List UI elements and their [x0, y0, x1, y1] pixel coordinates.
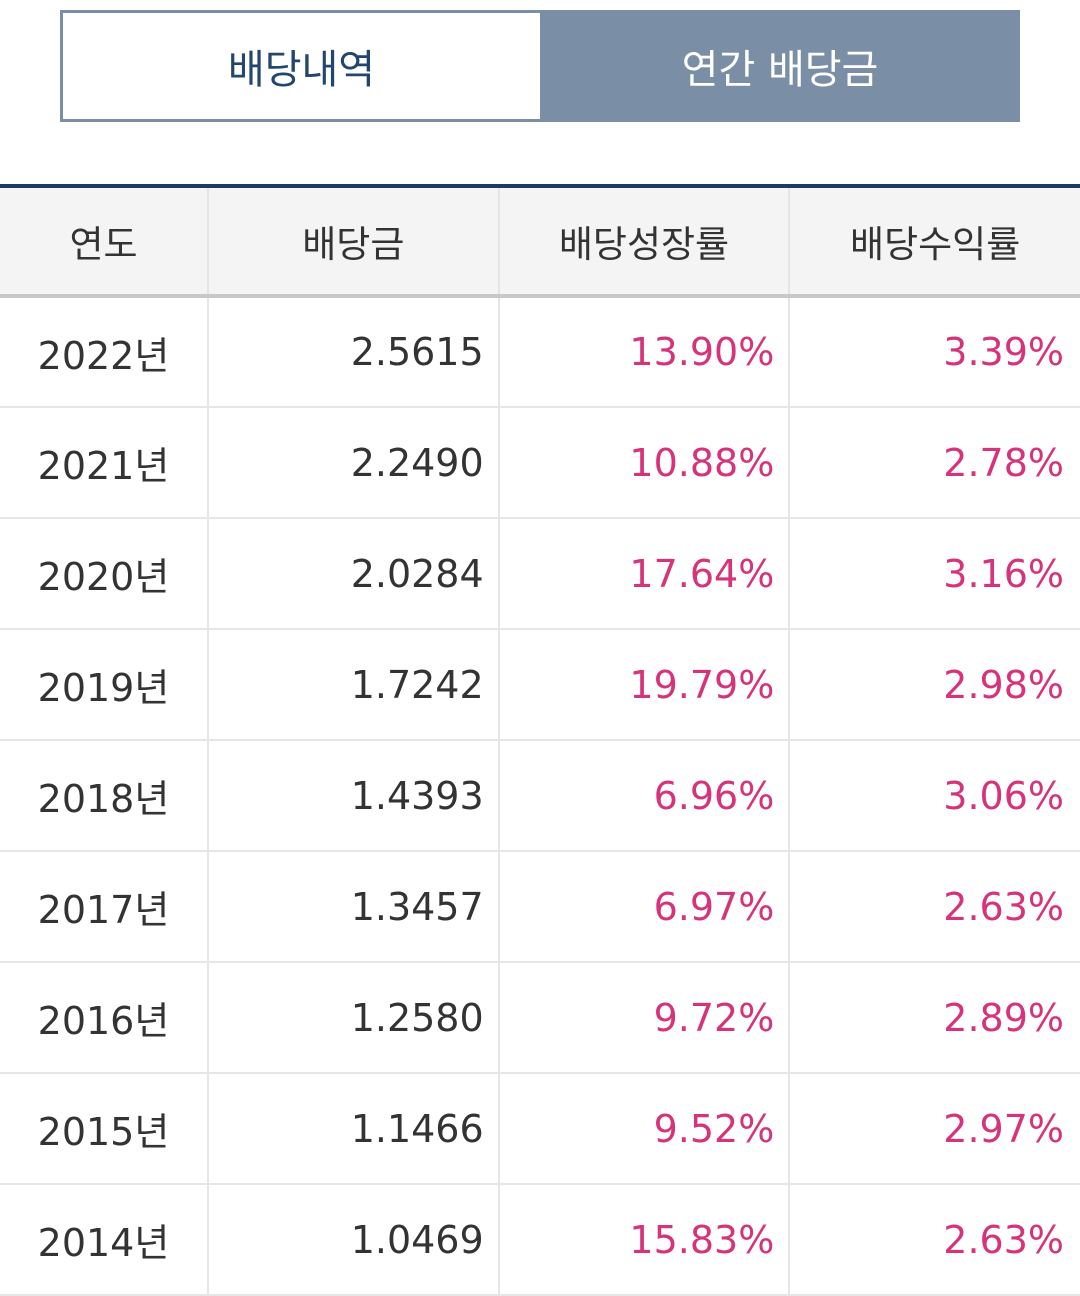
cell-year: 2017년 — [0, 851, 209, 963]
table-row: 2022년 2.5615 13.90% 3.39% — [0, 296, 1080, 408]
cell-year: 2015년 — [0, 1073, 209, 1185]
cell-dividend-growth: 19.79% — [498, 629, 791, 741]
cell-year: 2016년 — [0, 962, 209, 1074]
cell-dividend-growth: 6.97% — [498, 851, 791, 963]
cell-dividend-growth: 13.90% — [498, 296, 791, 408]
tab-annual-dividend-label: 연간 배당금 — [681, 47, 879, 93]
table-row: 2017년 1.3457 6.97% 2.63% — [0, 851, 1080, 963]
annual-dividend-table: 연도 배당금 배당성장률 배당수익률 2022년 2.5615 13.90% 3… — [0, 184, 1080, 1296]
table-row: 2016년 1.2580 9.72% 2.89% — [0, 962, 1080, 1074]
table-row: 2019년 1.7242 19.79% 2.98% — [0, 629, 1080, 741]
table-row: 2014년 1.0469 15.83% 2.63% — [0, 1184, 1080, 1296]
cell-dividend-yield: 2.89% — [789, 962, 1080, 1074]
cell-dividend-amount: 2.2490 — [208, 407, 500, 519]
cell-dividend-yield: 2.63% — [789, 1184, 1080, 1296]
cell-dividend-amount: 2.0284 — [208, 518, 500, 630]
cell-year: 2022년 — [0, 296, 209, 408]
cell-dividend-growth: 9.52% — [498, 1073, 791, 1185]
cell-dividend-yield: 2.98% — [789, 629, 1080, 741]
header-dividend-amount: 배당금 — [208, 186, 500, 296]
cell-year: 2020년 — [0, 518, 209, 630]
cell-dividend-growth: 6.96% — [498, 740, 791, 852]
tab-bar: 배당내역 연간 배당금 — [60, 10, 1020, 122]
table-body: 2022년 2.5615 13.90% 3.39% 2021년 2.2490 1… — [0, 296, 1080, 1296]
cell-dividend-yield: 3.16% — [789, 518, 1080, 630]
cell-dividend-yield: 2.78% — [789, 407, 1080, 519]
tab-annual-dividend[interactable]: 연간 배당금 — [540, 10, 1020, 122]
cell-year: 2014년 — [0, 1184, 209, 1296]
table-header-row: 연도 배당금 배당성장률 배당수익률 — [0, 186, 1080, 296]
cell-dividend-yield: 2.63% — [789, 851, 1080, 963]
cell-dividend-amount: 1.1466 — [208, 1073, 500, 1185]
cell-dividend-amount: 1.2580 — [208, 962, 500, 1074]
cell-dividend-growth: 17.64% — [498, 518, 791, 630]
table-row: 2015년 1.1466 9.52% 2.97% — [0, 1073, 1080, 1185]
cell-dividend-growth: 9.72% — [498, 962, 791, 1074]
tab-dividend-history[interactable]: 배당내역 — [60, 10, 540, 122]
cell-dividend-yield: 3.06% — [789, 740, 1080, 852]
cell-dividend-amount: 1.0469 — [208, 1184, 500, 1296]
header-dividend-growth: 배당성장률 — [498, 186, 791, 296]
cell-dividend-amount: 1.7242 — [208, 629, 500, 741]
annual-dividend-table-container: 연도 배당금 배당성장률 배당수익률 2022년 2.5615 13.90% 3… — [0, 184, 1080, 1296]
table-row: 2018년 1.4393 6.96% 3.06% — [0, 740, 1080, 852]
cell-dividend-yield: 2.97% — [789, 1073, 1080, 1185]
table-header: 연도 배당금 배당성장률 배당수익률 — [0, 186, 1080, 296]
cell-dividend-yield: 3.39% — [789, 296, 1080, 408]
table-row: 2020년 2.0284 17.64% 3.16% — [0, 518, 1080, 630]
cell-dividend-amount: 1.3457 — [208, 851, 500, 963]
cell-year: 2019년 — [0, 629, 209, 741]
cell-year: 2021년 — [0, 407, 209, 519]
cell-dividend-growth: 10.88% — [498, 407, 791, 519]
table-row: 2021년 2.2490 10.88% 2.78% — [0, 407, 1080, 519]
cell-dividend-growth: 15.83% — [498, 1184, 791, 1296]
cell-dividend-amount: 2.5615 — [208, 296, 500, 408]
cell-dividend-amount: 1.4393 — [208, 740, 500, 852]
cell-year: 2018년 — [0, 740, 209, 852]
tab-dividend-history-label: 배당내역 — [227, 47, 376, 93]
header-dividend-yield: 배당수익률 — [789, 186, 1080, 296]
header-year: 연도 — [0, 186, 209, 296]
